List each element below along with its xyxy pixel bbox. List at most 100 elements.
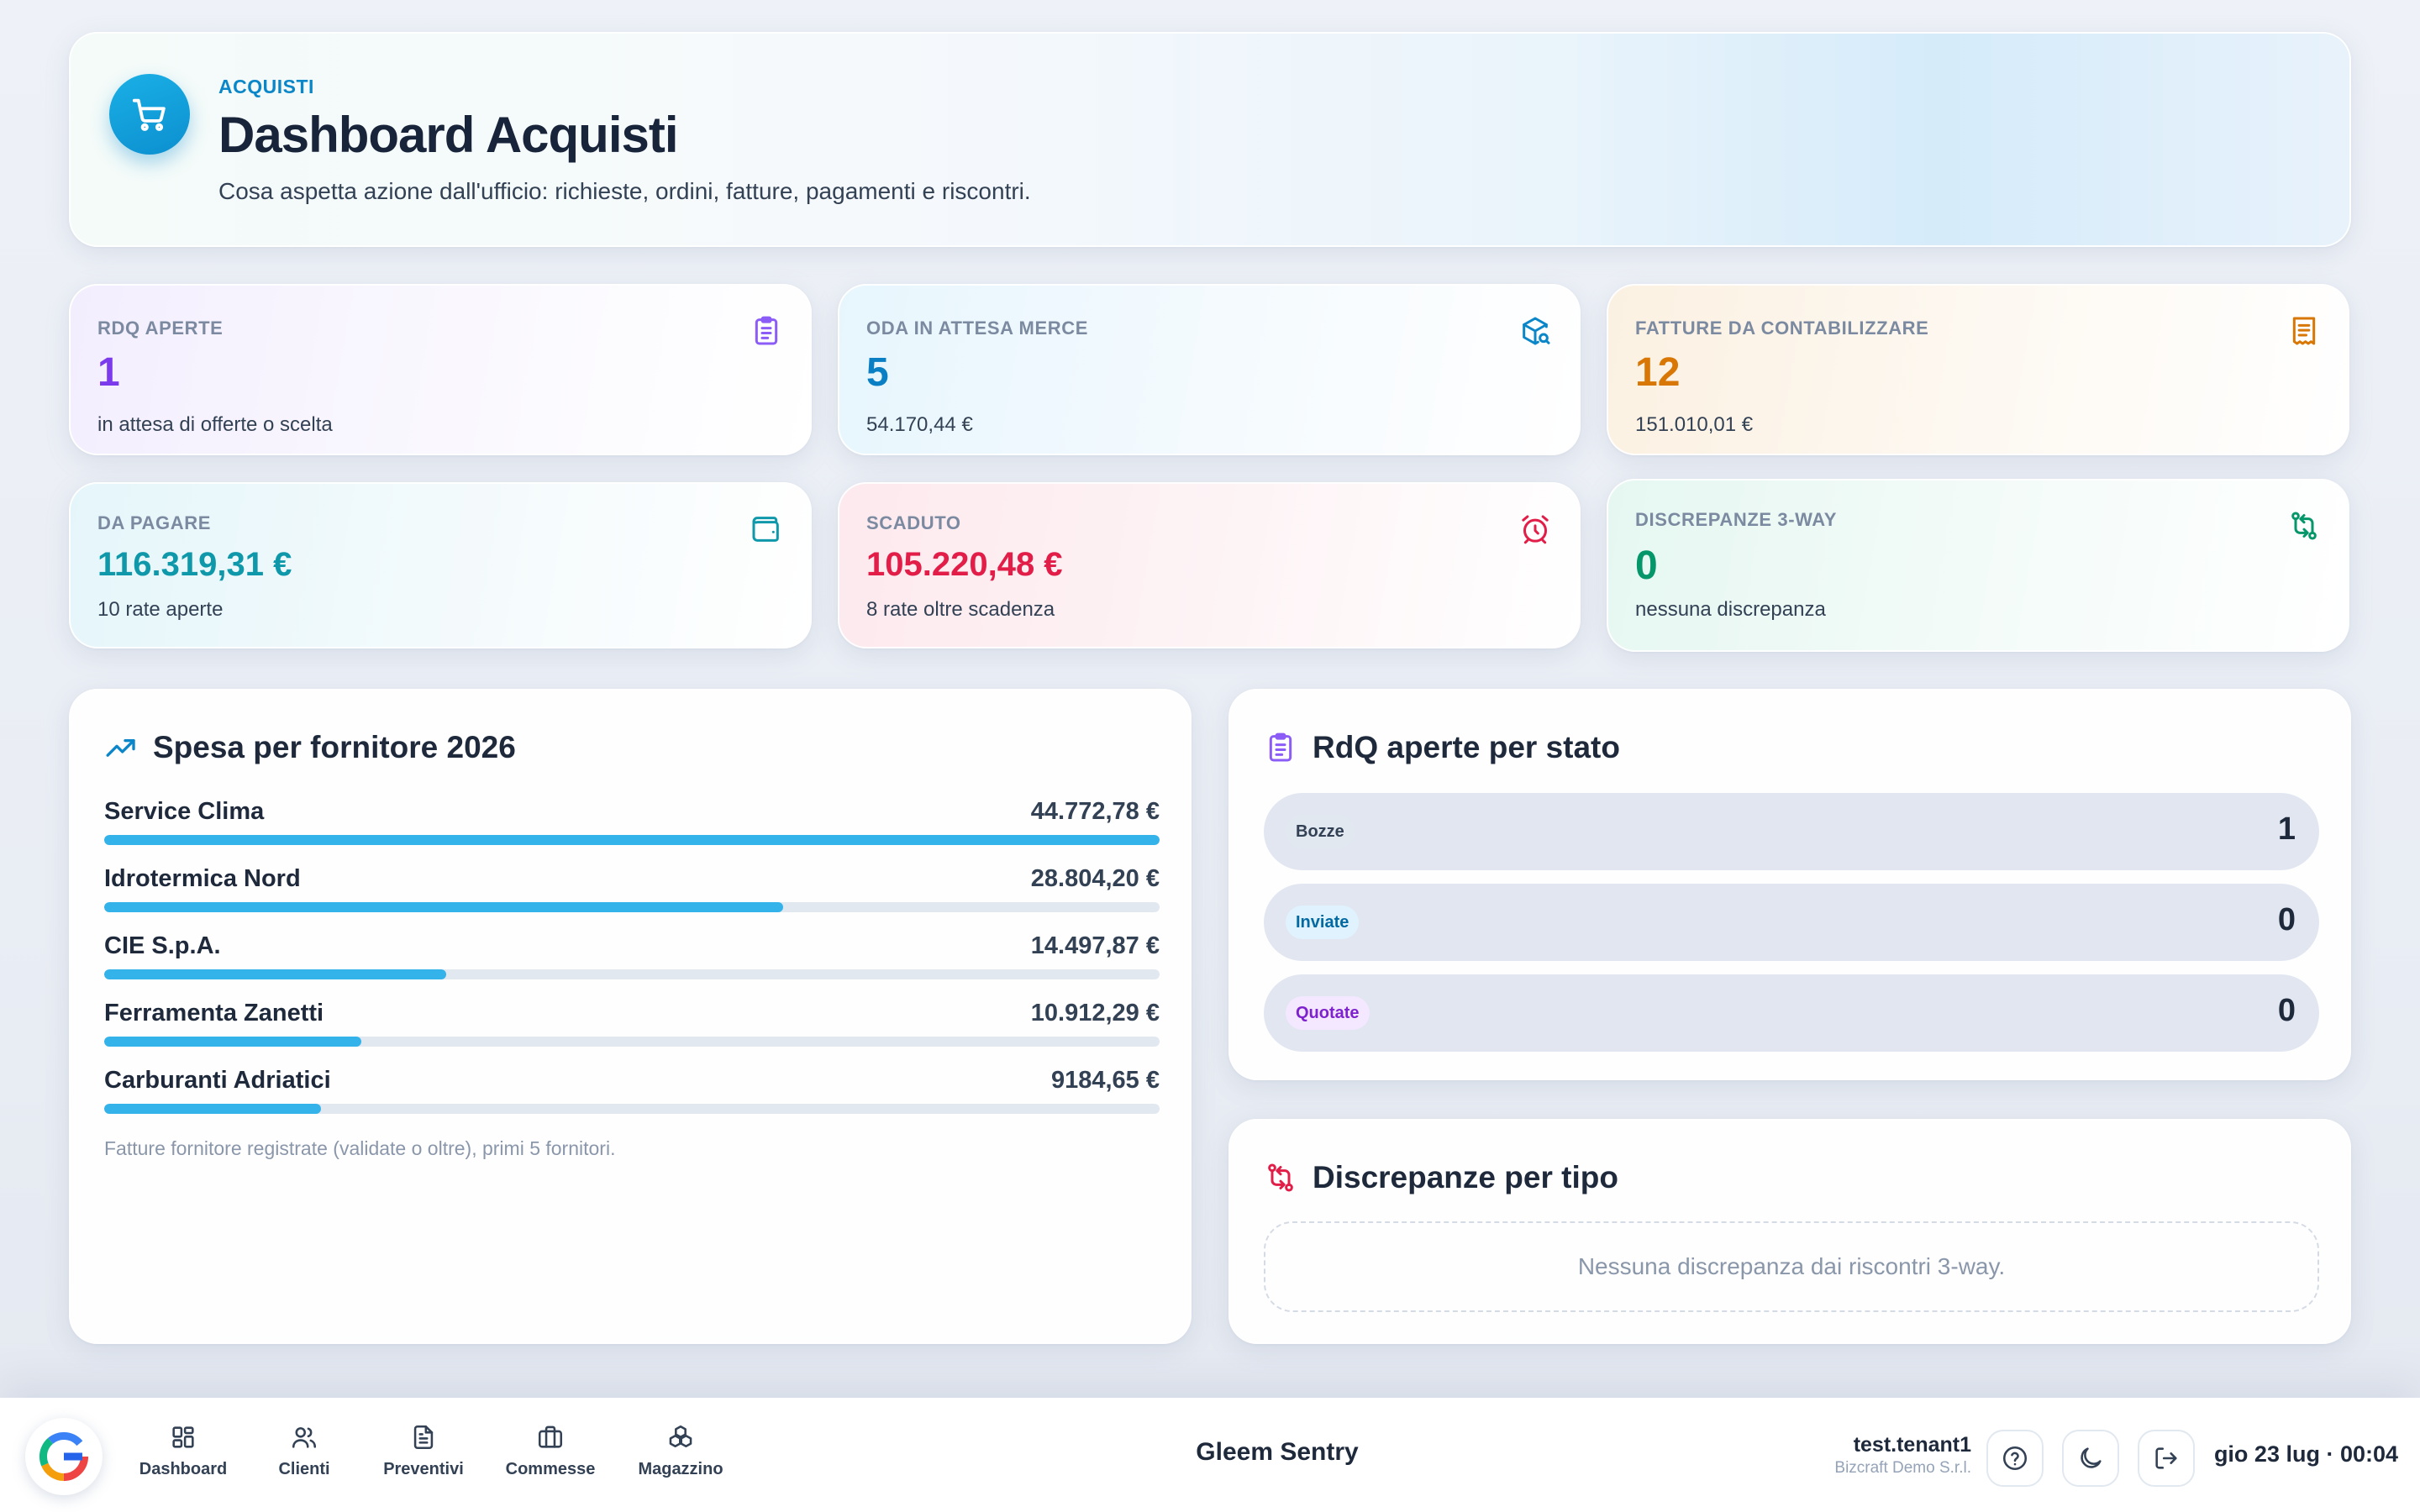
panel-title: RdQ aperte per stato [1313,730,1620,764]
discrepanze-tipo-panel: Discrepanze per tipo Nessuna discrepanza… [1228,1119,2351,1344]
kpi-subtext: in attesa di offerte o scelta [97,413,333,436]
supplier-bar-row: Idrotermica Nord 28.804,20 € [104,865,1160,932]
kpi-card-fatture[interactable]: FATTURE DA CONTABILIZZARE 12 151.010,01 … [1607,284,2349,455]
supplier-bar-row: CIE S.p.A. 14.497,87 € [104,932,1160,1000]
organization-name: Bizcraft Demo S.r.l. [1834,1459,1971,1477]
bar-fill [104,835,1160,845]
kpi-card-scaduto[interactable]: SCADUTO 105.220,48 € 8 rate oltre scaden… [838,482,1581,648]
kpi-subtext: nessuna discrepanza [1635,598,1826,621]
clipboard-list-icon [755,316,778,345]
nav-label: Dashboard [139,1460,228,1478]
swap-arrows-icon [2291,512,2317,540]
kpi-subtext: 54.170,44 € [866,413,973,436]
state-count: 0 [2277,902,2296,937]
supplier-amount: 44.772,78 € [1030,798,1160,825]
supplier-name: CIE S.p.A. [104,932,221,959]
user-name: test.tenant1 [1853,1433,1971,1457]
rdq-stato-panel: RdQ aperte per stato Bozze 1 Inviate 0 Q… [1228,689,2351,1080]
bar-track [104,1037,1160,1047]
kpi-subtext: 8 rate oltre scadenza [866,598,1055,621]
status-badge: Bozze [1286,815,1355,848]
kpi-card-oda-attesa[interactable]: ODA IN ATTESA MERCE 5 54.170,44 € [838,284,1581,455]
trending-up-icon [106,739,135,757]
kpi-value: 105.220,48 € [866,546,1063,583]
supplier-amount: 9184,65 € [1050,1067,1160,1094]
users-icon [292,1427,317,1448]
user-info[interactable]: test.tenant1 Bizcraft Demo S.r.l. [1834,1433,1971,1478]
date-time: gio 23 lug · 00:04 [2213,1441,2398,1467]
nav-magazzino[interactable]: Magazzino [622,1423,739,1490]
kpi-value: 116.319,31 € [97,546,292,583]
supplier-bar-row: Service Clima 44.772,78 € [104,798,1160,865]
supplier-amount: 14.497,87 € [1030,932,1160,959]
bar-track [104,1104,1160,1114]
kpi-label: FATTURE DA CONTABILIZZARE [1635,318,1929,339]
kpi-value: 1 [97,350,120,395]
state-row-inviate[interactable]: Inviate 0 [1264,884,2319,961]
supplier-bar-row: Carburanti Adriatici 9184,65 € [104,1067,1160,1134]
logout-icon [2155,1447,2177,1469]
package-search-icon [1523,317,1550,345]
nav-label: Clienti [278,1460,330,1478]
panel-title: Discrepanze per tipo [1313,1160,1618,1194]
help-button[interactable] [1986,1430,2044,1487]
page-subtitle: Cosa aspetta azione dall'ufficio: richie… [218,178,1031,204]
nav-label: Magazzino [638,1460,723,1478]
supplier-amount: 28.804,20 € [1030,865,1160,892]
supplier-bar-chart: Service Clima 44.772,78 € Idrotermica Nord… [104,798,1160,1134]
kpi-label: DISCREPANZE 3-WAY [1635,509,1838,530]
kpi-card-rdq-aperte[interactable]: RDQ APERTE 1 in attesa di offerte o scel… [69,284,812,455]
dashboard-grid-icon [172,1426,194,1448]
kpi-card-da-pagare[interactable]: DA PAGARE 116.319,31 € 10 rate aperte [69,482,812,648]
app-logo-icon [39,1431,89,1482]
spesa-fornitore-panel: Spesa per fornitore 2026 Service Clima 44… [69,689,1192,1344]
supplier-amount: 10.912,29 € [1030,1000,1160,1026]
supplier-bar-row: Ferramenta Zanetti 10.912,29 € [104,1000,1160,1067]
nav-commesse[interactable]: Commesse [492,1423,609,1490]
app-name: Gleem Sentry [1196,1438,1359,1466]
cart-icon [109,74,190,155]
briefcase-icon [538,1425,563,1448]
empty-state: Nessuna discrepanza dai riscontri 3-way. [1264,1221,2319,1312]
kpi-subtext: 10 rate aperte [97,598,224,621]
supplier-name: Ferramenta Zanetti [104,1000,324,1026]
nav-clienti[interactable]: Clienti [245,1423,363,1490]
state-count: 1 [2277,811,2296,847]
nav-label: Preventivi [383,1460,464,1478]
nav-dashboard[interactable]: Dashboard [124,1423,242,1490]
theme-toggle-button[interactable] [2062,1430,2119,1487]
document-icon [413,1425,434,1450]
bar-fill [104,902,784,912]
state-row-bozze[interactable]: Bozze 1 [1264,793,2319,870]
state-row-quotate[interactable]: Quotate 0 [1264,974,2319,1052]
boxes-icon [669,1425,692,1448]
moon-icon [2081,1447,2102,1468]
page-header: ACQUISTI Dashboard Acquisti Cosa aspetta… [69,32,2351,247]
bar-track [104,902,1160,912]
logout-button[interactable] [2138,1430,2195,1487]
kpi-value: 12 [1635,350,1681,395]
status-badge: Quotate [1286,996,1370,1030]
supplier-name: Idrotermica Nord [104,865,301,892]
kpi-label: ODA IN ATTESA MERCE [866,318,1088,339]
bar-fill [104,969,446,979]
kpi-label: RDQ APERTE [97,318,224,339]
kpi-card-discrepanze[interactable]: DISCREPANZE 3-WAY 0 nessuna discrepanza [1607,479,2349,652]
status-badge: Inviate [1286,906,1360,939]
chart-footnote: Fatture fornitore registrate (validate o… [104,1137,616,1159]
section-eyebrow: ACQUISTI [218,76,314,97]
nav-label: Commesse [505,1460,596,1478]
panel-title: Spesa per fornitore 2026 [153,730,516,764]
nav-preventivi[interactable]: Preventivi [365,1423,482,1490]
help-circle-icon [2002,1446,2028,1471]
wallet-icon [752,517,779,542]
page-title: Dashboard Acquisti [218,107,679,163]
receipt-icon [2292,317,2316,345]
kpi-label: DA PAGARE [97,512,211,533]
kpi-label: SCADUTO [866,512,961,533]
app-logo[interactable] [25,1418,103,1495]
bar-fill [104,1037,362,1047]
kpi-subtext: 151.010,01 € [1635,413,1754,436]
git-compare-icon [1268,1163,1293,1192]
bar-track [104,969,1160,979]
